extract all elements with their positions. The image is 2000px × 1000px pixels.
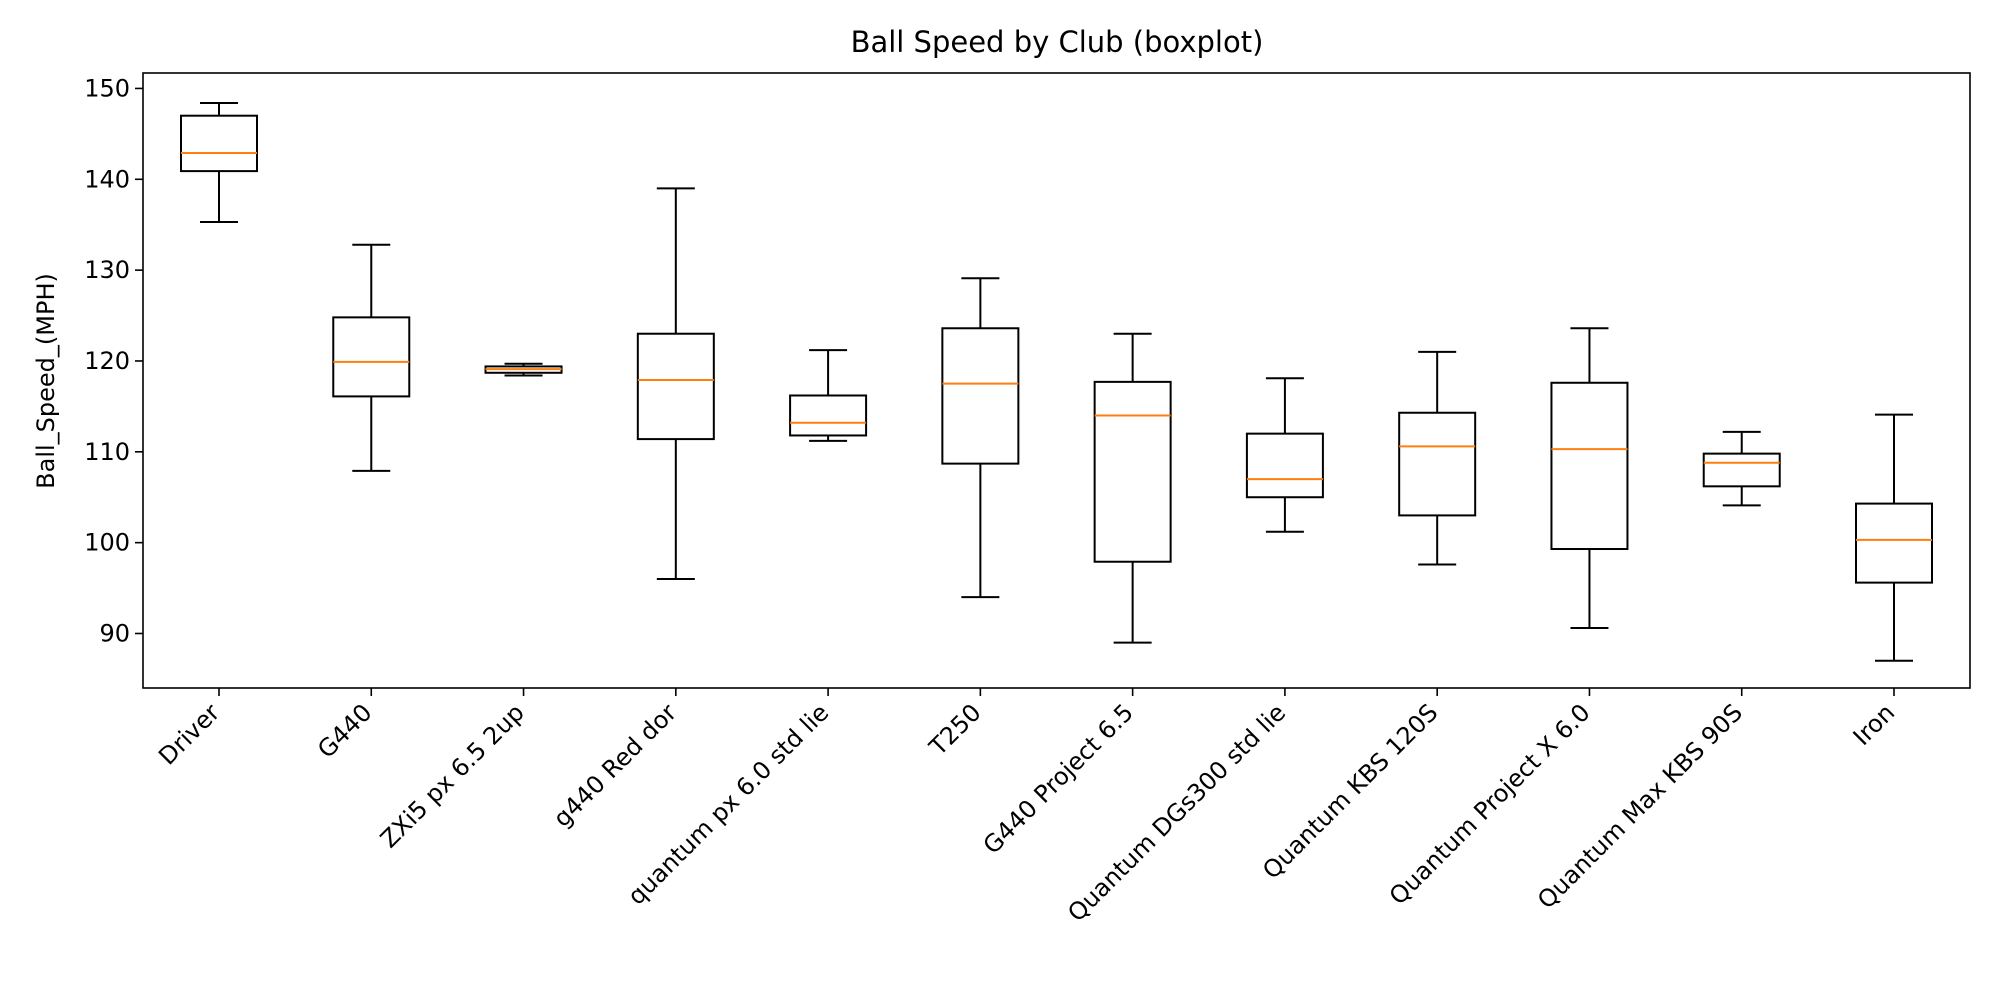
box-iqr — [1245, 432, 1324, 499]
box-iqr — [941, 327, 1020, 465]
chart-title: Ball Speed by Club (boxplot) — [851, 25, 1264, 59]
box-iqr — [1550, 381, 1629, 551]
box-iqr — [332, 316, 411, 398]
y-tick-label: 120 — [84, 347, 130, 375]
y-axis-label: Ball_Speed_(MPH) — [32, 273, 60, 489]
y-tick-label: 150 — [84, 74, 130, 102]
box-iqr — [1855, 502, 1933, 584]
y-tick-label: 130 — [84, 256, 130, 284]
plot-frame — [142, 72, 1971, 689]
box-iqr — [180, 114, 258, 173]
y-tick-label: 100 — [84, 529, 130, 557]
box-iqr — [636, 332, 715, 441]
box-iqr — [1702, 452, 1781, 488]
box-iqr — [1093, 380, 1172, 563]
box-iqr — [1398, 411, 1477, 517]
y-tick-label: 140 — [84, 165, 130, 193]
y-tick-label: 110 — [84, 438, 130, 466]
box-iqr — [789, 394, 868, 437]
y-tick-label: 90 — [99, 619, 130, 647]
